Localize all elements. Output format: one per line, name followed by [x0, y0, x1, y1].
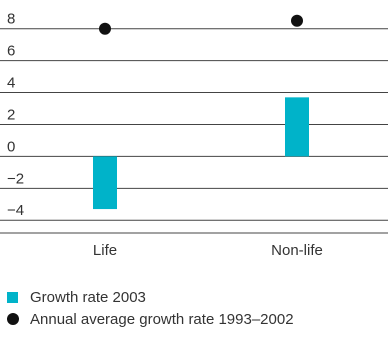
bar-life — [93, 156, 117, 210]
y-tick-label: 6 — [7, 43, 15, 60]
dot-life — [99, 22, 111, 35]
legend-swatch-growth-2003 — [7, 291, 18, 303]
y-tick-label: 0 — [7, 138, 15, 155]
y-tick-label: 8 — [7, 11, 15, 28]
dot-non-life — [291, 14, 303, 27]
legend-label-growth-2003: Growth rate 2003 — [30, 288, 146, 306]
chart-plot: 8 6 4 2 0 −2 −4 Life Non-life — [0, 11, 388, 259]
x-category-label: Life — [93, 242, 117, 259]
y-tick-label: 2 — [7, 106, 15, 123]
bar-non-life — [285, 97, 309, 157]
legend-item-growth-2003: Growth rate 2003 — [7, 286, 294, 308]
y-tick-label: 4 — [7, 75, 15, 92]
legend-item-annual-average: Annual average growth rate 1993–2002 — [7, 308, 294, 330]
legend: Growth rate 2003 Annual average growth r… — [7, 286, 294, 330]
legend-dot-annual-average — [7, 313, 19, 325]
y-tick-label: −4 — [7, 202, 24, 219]
x-category-label: Non-life — [271, 242, 323, 259]
legend-label-annual-average: Annual average growth rate 1993–2002 — [30, 310, 294, 328]
y-tick-label: −2 — [7, 170, 24, 187]
